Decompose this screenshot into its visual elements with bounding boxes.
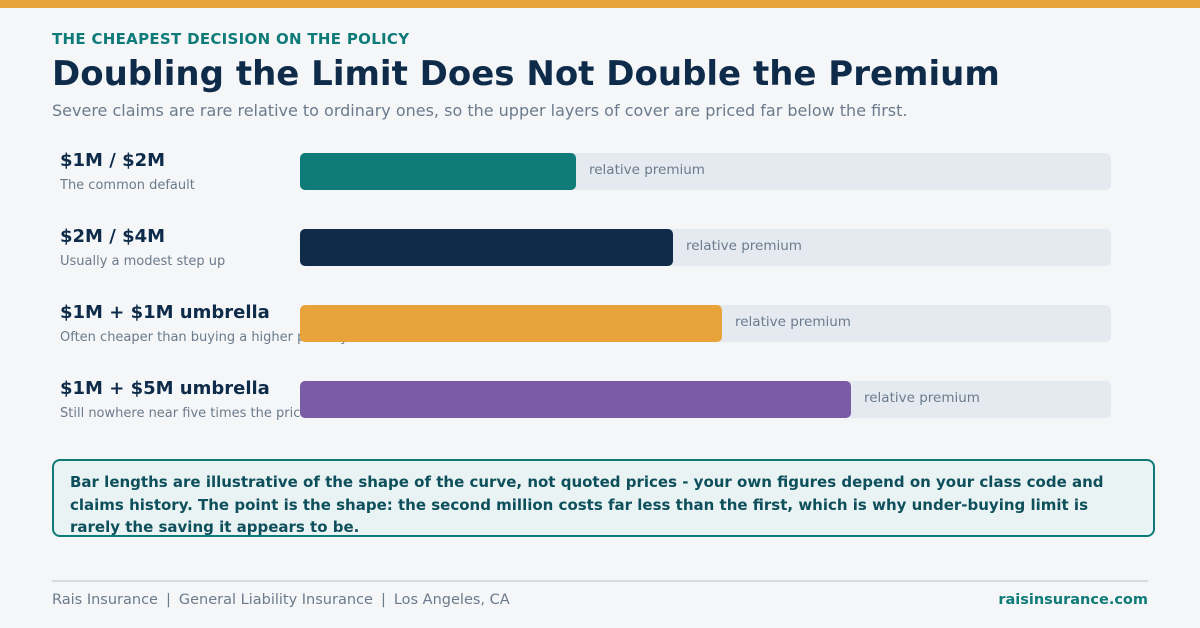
chart-row-1m-2m: $1M / $2M The common default relative pr… bbox=[0, 150, 1200, 213]
category-note: The common default bbox=[60, 178, 195, 193]
footer-divider bbox=[52, 580, 1148, 582]
eyebrow-label: THE CHEAPEST DECISION ON THE POLICY bbox=[52, 30, 410, 48]
chart-row-1m-plus-5m-umbrella: $1M + $5M umbrella Still nowhere near fi… bbox=[0, 378, 1200, 441]
bar-value-label: relative premium bbox=[686, 238, 802, 254]
bar-value-label: relative premium bbox=[589, 162, 705, 178]
bar-value-label: relative premium bbox=[735, 314, 851, 330]
page-subtitle: Severe claims are rare relative to ordin… bbox=[52, 101, 908, 120]
illustrative-note-callout: Bar lengths are illustrative of the shap… bbox=[52, 459, 1155, 537]
category-note: Usually a modest step up bbox=[60, 254, 226, 269]
chart-row-2m-4m: $2M / $4M Usually a modest step up relat… bbox=[0, 226, 1200, 289]
top-accent-bar bbox=[0, 0, 1200, 8]
footer-location: Los Angeles, CA bbox=[393, 592, 510, 608]
category-note: Often cheaper than buying a higher prima… bbox=[60, 330, 349, 345]
bar-1m-plus-1m-umbrella bbox=[300, 305, 722, 342]
footer-separator: | bbox=[380, 592, 386, 608]
category-label: $1M + $5M umbrella bbox=[60, 378, 270, 399]
bar-1m-plus-5m-umbrella bbox=[300, 381, 851, 418]
footer-company: Rais Insurance bbox=[52, 592, 158, 608]
category-label: $2M / $4M bbox=[60, 226, 166, 247]
footer-separator: | bbox=[165, 592, 171, 608]
footer-info: Rais Insurance | General Liability Insuran… bbox=[52, 592, 510, 608]
bar-2m-4m bbox=[300, 229, 673, 266]
footer-site-link[interactable]: raisinsurance.com bbox=[998, 592, 1148, 608]
footer-product: General Liability Insurance bbox=[178, 592, 373, 608]
bar-value-label: relative premium bbox=[864, 390, 980, 406]
category-label: $1M / $2M bbox=[60, 150, 166, 171]
bar-1m-2m bbox=[300, 153, 576, 190]
page-title: Doubling the Limit Does Not Double the P… bbox=[52, 54, 1000, 94]
category-label: $1M + $1M umbrella bbox=[60, 302, 270, 323]
chart-row-1m-plus-1m-umbrella: $1M + $1M umbrella Often cheaper than bu… bbox=[0, 302, 1200, 365]
category-note: Still nowhere near five times the price bbox=[60, 406, 309, 421]
